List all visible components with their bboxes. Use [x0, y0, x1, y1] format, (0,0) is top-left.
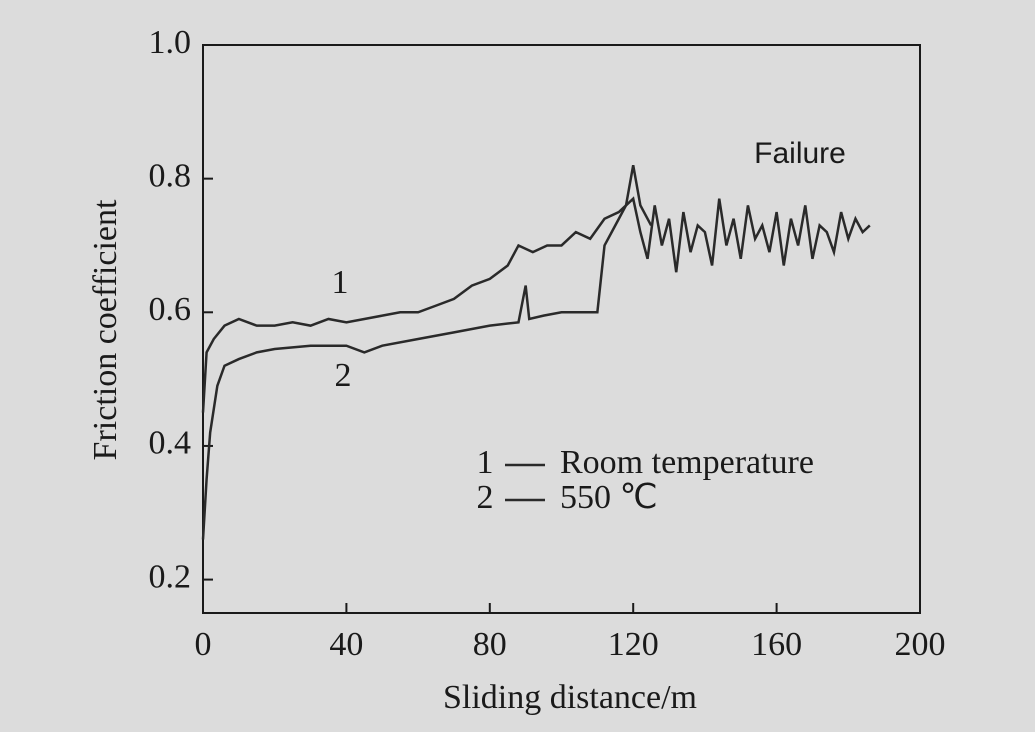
y-tick-label: 1.0 [149, 24, 192, 61]
x-tick-label: 160 [751, 626, 802, 663]
y-tick-label: 0.6 [149, 291, 192, 328]
x-tick-label: 40 [329, 626, 363, 663]
x-tick-label: 120 [608, 626, 659, 663]
curve-label: 2 [335, 357, 352, 394]
legend-label: Room temperature [560, 444, 814, 481]
y-tick-label: 0.2 [149, 558, 192, 595]
annotation: Failure [754, 137, 846, 170]
y-tick-label: 0.4 [149, 425, 192, 462]
plot-frame [202, 44, 921, 614]
legend-key: 1 [477, 444, 494, 481]
x-tick-label: 80 [473, 626, 507, 663]
curve-label: 1 [332, 264, 349, 301]
y-tick-label: 0.8 [149, 157, 192, 194]
data-line [201, 165, 653, 540]
x-tick-label: 0 [195, 626, 212, 663]
legend-key: 2 [477, 479, 494, 516]
data-line [201, 196, 871, 413]
x-tick-label: 200 [895, 626, 946, 663]
y-axis-label: Friction coefficient [87, 199, 124, 460]
x-axis-label: Sliding distance/m [443, 679, 697, 716]
legend-label: 550 ℃ [560, 479, 658, 516]
